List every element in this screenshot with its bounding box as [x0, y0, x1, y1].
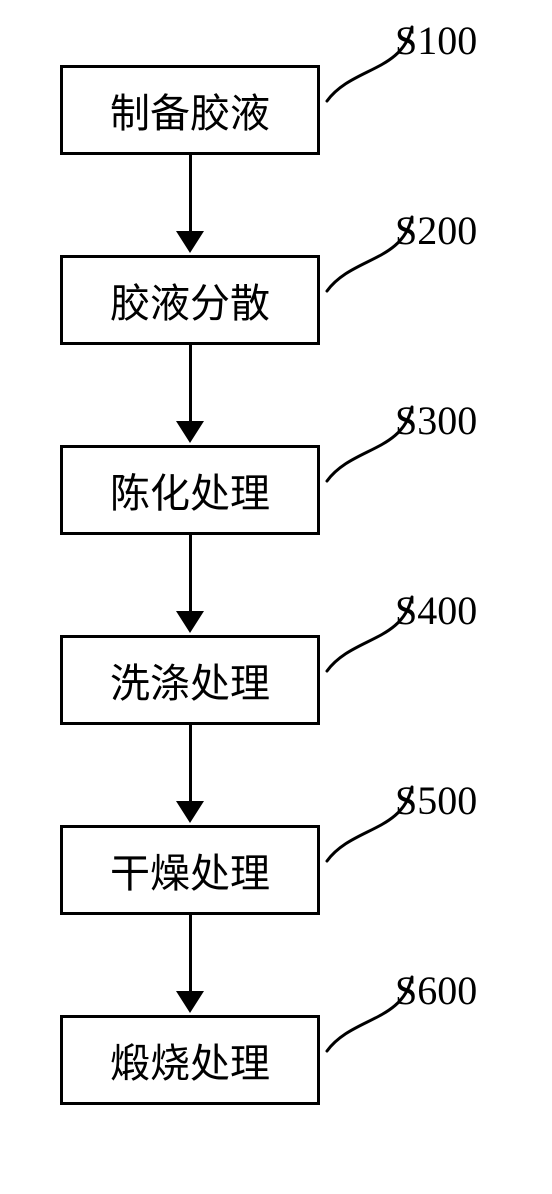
- arrowhead-icon: [176, 231, 204, 253]
- connector-curve: [322, 587, 422, 683]
- flow-node: 干燥处理: [60, 825, 320, 915]
- arrowhead-icon: [176, 801, 204, 823]
- flow-arrow: [189, 915, 192, 993]
- connector-curve: [322, 967, 422, 1063]
- flow-node-label: 干燥处理: [110, 841, 270, 899]
- flow-node-label: 洗涤处理: [110, 651, 270, 709]
- arrowhead-icon: [176, 991, 204, 1013]
- flow-node-label: 制备胶液: [110, 81, 270, 139]
- connector-curve: [322, 397, 422, 493]
- flow-arrow: [189, 345, 192, 423]
- arrowhead-icon: [176, 421, 204, 443]
- flow-node: 煅烧处理: [60, 1015, 320, 1105]
- flow-arrow: [189, 535, 192, 613]
- arrowhead-icon: [176, 611, 204, 633]
- flow-node: 胶液分散: [60, 255, 320, 345]
- connector-curve: [322, 207, 422, 303]
- flow-node-label: 陈化处理: [110, 461, 270, 519]
- flow-node-label: 煅烧处理: [110, 1031, 270, 1089]
- connector-curve: [322, 17, 422, 113]
- flow-arrow: [189, 155, 192, 233]
- flow-node: 洗涤处理: [60, 635, 320, 725]
- flow-node-label: 胶液分散: [110, 271, 270, 329]
- flow-node: 陈化处理: [60, 445, 320, 535]
- flow-arrow: [189, 725, 192, 803]
- flow-node: 制备胶液: [60, 65, 320, 155]
- connector-curve: [322, 777, 422, 873]
